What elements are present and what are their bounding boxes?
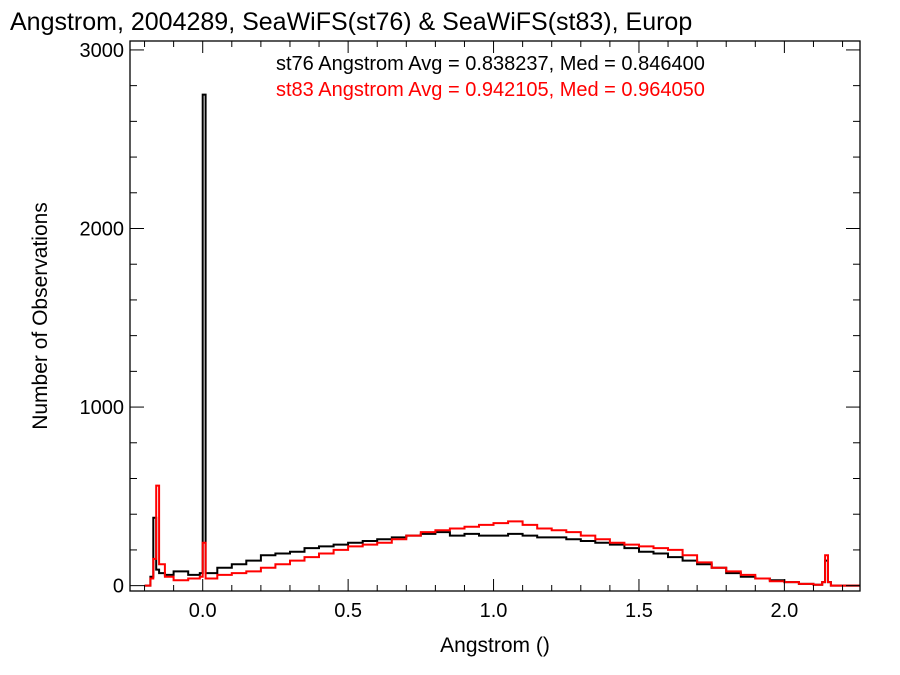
x-tick-label: 1.5	[625, 600, 653, 622]
x-tick-label: 0.0	[189, 600, 217, 622]
y-tick-label: 3000	[80, 40, 125, 62]
y-tick-label: 1000	[80, 397, 125, 419]
y-axis-label: Number of Observations	[29, 202, 52, 430]
plot-frame	[129, 40, 861, 592]
series-line-st83	[144, 484, 860, 587]
x-axis-label: Angstrom ()	[440, 634, 550, 657]
y-tick-label: 2000	[80, 219, 125, 241]
legend-st76-stats: st76 Angstrom Avg = 0.838237, Med = 0.84…	[276, 53, 705, 75]
chart-title: Angstrom, 2004289, SeaWiFS(st76) & SeaWi…	[10, 8, 692, 36]
axis-ticks-layer: 0.0 0.5 1.0 1.5 2.0 0 1000 2000 3000	[80, 40, 860, 622]
x-tick-label: 2.0	[770, 600, 798, 622]
x-tick-label: 1.0	[480, 600, 508, 622]
histogram-series-layer	[144, 93, 860, 587]
x-tick-label: 0.5	[334, 600, 362, 622]
legend-st83-stats: st83 Angstrom Avg = 0.942105, Med = 0.96…	[276, 79, 705, 101]
y-tick-label: 0	[113, 576, 124, 598]
